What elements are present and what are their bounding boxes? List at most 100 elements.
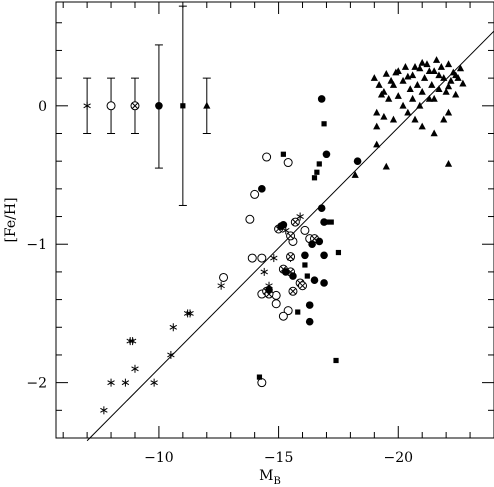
asterisk-marker [270,254,278,263]
triangle-filled-marker [411,63,419,70]
circle-filled-marker [281,268,290,276]
triangle-filled-marker [373,140,381,148]
y-tick-label: −1 [26,237,47,253]
circle-filled-marker [315,237,324,246]
triangle-filled-marker [411,115,419,123]
circle-cross-marker [290,217,300,227]
error-bar [106,77,116,134]
square-filled-marker [180,103,186,109]
circle-open-marker [245,214,255,224]
asterisk-marker [100,406,108,415]
square-filled-marker [304,273,310,279]
circle-open-marker [247,253,257,263]
x-tick-label: −10 [144,450,174,466]
asterisk-marker [150,378,158,387]
circle-filled-marker [289,272,297,280]
x-axis-label-main: M [259,468,273,484]
asterisk-marker [217,281,225,290]
triangle-filled-marker [380,112,388,120]
triangle-filled-marker [375,81,383,88]
circle-filled-marker [320,279,328,287]
asterisk-marker [121,378,130,387]
square-filled-marker [323,219,330,225]
circle-filled-marker [305,317,314,326]
asterisk-marker [296,212,304,221]
error-bar [83,77,92,134]
triangle-filled-marker [418,122,426,130]
triangle-filled-marker [430,94,438,102]
asterisk-marker [107,378,115,387]
asterisk-marker [186,309,194,318]
triangle-filled-marker [370,74,378,81]
square-filled-marker [333,357,339,364]
triangle-filled-marker [425,67,433,75]
triangle-filled-marker [456,64,465,72]
error-bar [130,77,140,134]
triangle-filled-marker [409,71,417,79]
triangle-filled-marker [385,94,393,102]
circle-open-marker [106,101,116,111]
triangle-filled-marker [404,108,412,116]
circle-open-marker [257,378,267,388]
circle-filled-marker [353,157,362,165]
triangle-filled-marker [430,129,438,137]
square-filled-marker [280,151,286,157]
triangle-filled-marker [401,63,410,70]
square-filled-marker [314,169,320,175]
triangle-filled-marker [413,81,422,88]
triangle-filled-marker [389,81,398,88]
triangle-filled-marker [425,94,433,102]
triangle-filled-marker [203,101,211,109]
triangle-filled-marker [444,159,453,167]
circle-open-marker [257,253,267,263]
triangle-filled-marker [394,67,402,75]
triangle-filled-marker [406,85,414,92]
triangle-filled-marker [373,122,381,130]
triangle-filled-marker [382,69,390,77]
y-tick-label: 0 [38,99,47,115]
circle-cross-marker [130,101,140,111]
y-tick-label: −2 [26,376,47,392]
triangle-filled-marker [440,115,448,123]
circle-filled-marker [258,185,266,193]
circle-filled-marker [320,251,328,260]
triangle-filled-marker [452,90,460,98]
triangle-filled-marker [389,115,398,123]
triangle-filled-marker [387,76,395,84]
asterisk-marker [167,350,175,359]
circle-filled-marker [305,301,314,309]
square-filled-marker [295,309,301,315]
triangle-filled-marker [373,108,381,116]
triangle-filled-marker [399,101,407,109]
circle-open-marker [278,311,288,321]
circle-open-marker [219,272,229,282]
triangle-filled-marker [437,63,445,70]
triangle-filled-marker [444,82,453,90]
triangle-filled-marker [399,76,407,84]
circle-filled-marker [322,150,331,159]
square-filled-marker [335,249,342,256]
triangle-filled-marker [351,171,359,178]
circle-cross-marker [286,252,296,262]
circle-open-marker [283,306,293,316]
triangle-filled-marker [394,92,402,99]
triangle-filled-marker [420,74,429,81]
error-bar [154,44,163,169]
circle-open-marker [271,299,281,309]
triangle-filled-marker [418,87,426,95]
x-tick-label: −20 [383,450,413,466]
circle-cross-marker [288,286,298,296]
triangle-filled-marker [442,87,450,95]
circle-cross-marker [286,231,296,241]
square-filled-marker [256,374,263,380]
triangle-filled-marker [380,87,388,95]
triangle-filled-marker [432,56,441,63]
circle-open-marker [250,189,260,199]
circle-open-marker [283,158,293,168]
triangle-filled-marker [444,60,453,68]
asterisk-marker [169,323,177,332]
triangle-filled-marker [418,58,426,66]
triangle-filled-marker [382,162,390,170]
error-bars [83,5,211,206]
data-points [100,56,467,415]
